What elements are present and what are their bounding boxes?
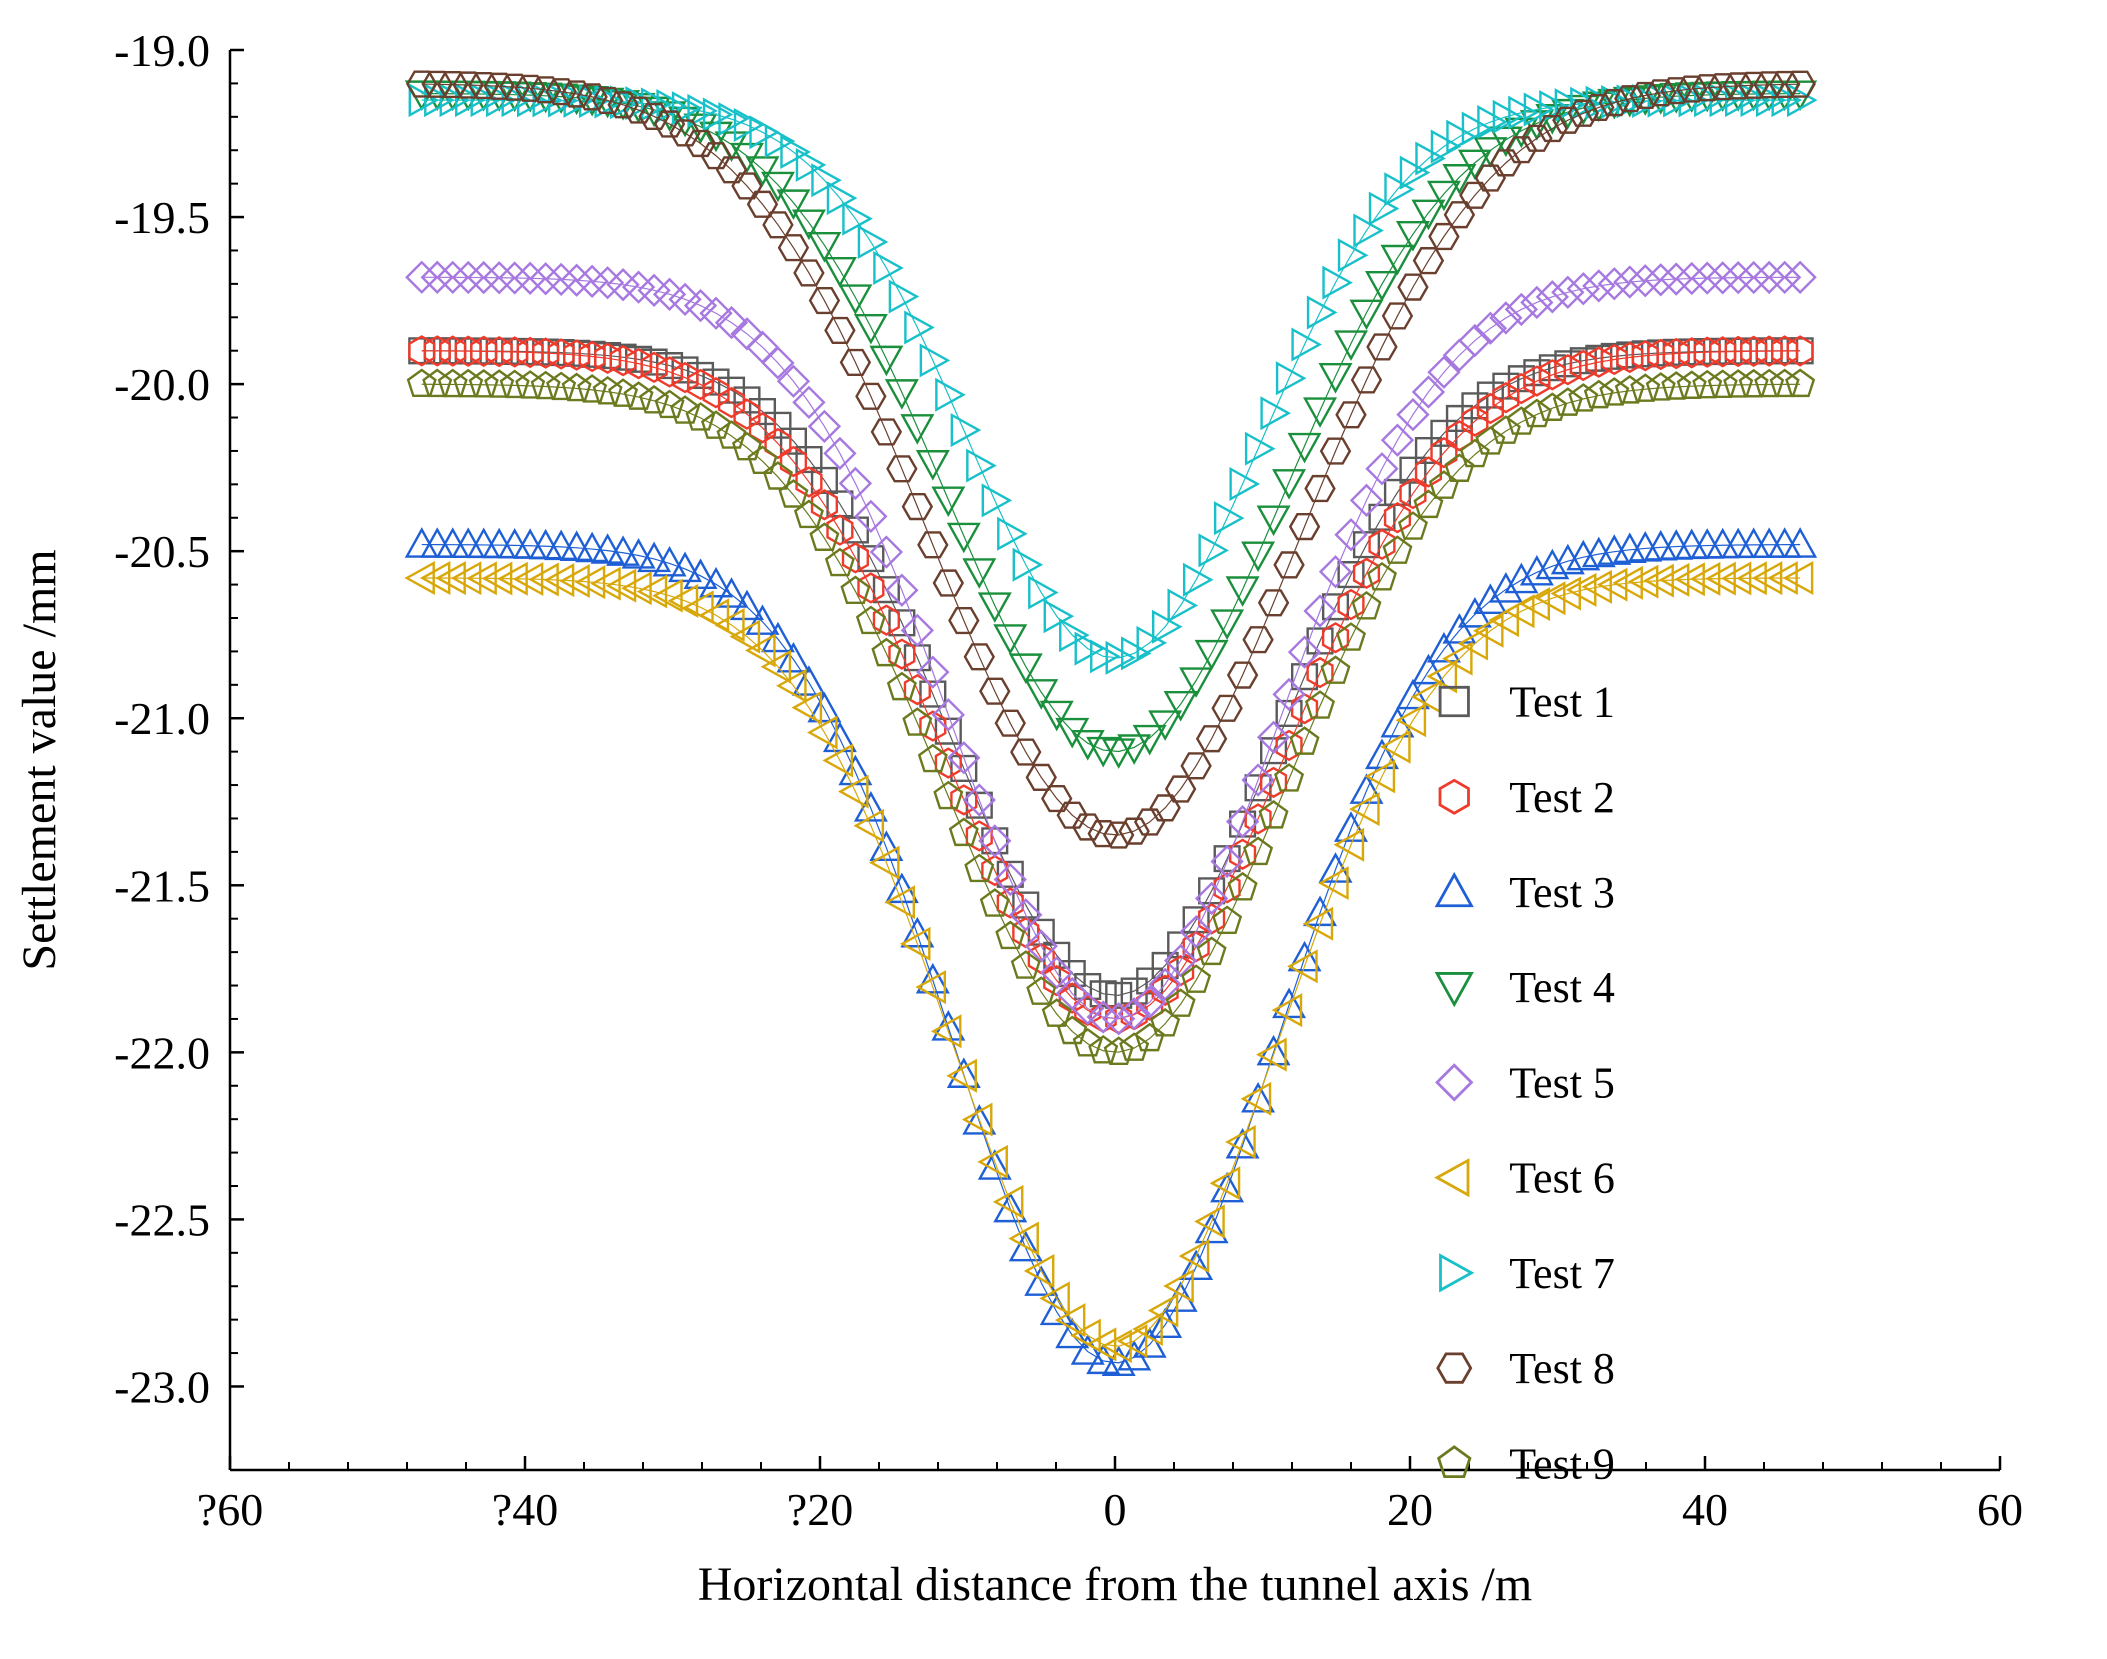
x-tick-label: 40 (1682, 1484, 1728, 1535)
legend-label: Test 2 (1509, 773, 1615, 822)
x-tick-label: 20 (1387, 1484, 1433, 1535)
x-tick-label: ?40 (492, 1484, 558, 1535)
legend-label: Test 1 (1509, 678, 1615, 727)
y-tick-label: -21.5 (114, 860, 210, 911)
y-tick-label: -21.0 (114, 693, 210, 744)
y-tick-label: -19.5 (114, 192, 210, 243)
x-tick-label: ?60 (197, 1484, 263, 1535)
legend-label: Test 4 (1509, 963, 1615, 1012)
x-axis-label: Horizontal distance from the tunnel axis… (698, 1558, 1532, 1611)
legend-label: Test 8 (1509, 1344, 1615, 1393)
y-tick-label: -23.0 (114, 1361, 210, 1412)
y-tick-label: -20.5 (114, 526, 210, 577)
legend-label: Test 7 (1509, 1249, 1615, 1298)
settlement-chart: ?60 ?40 ?20 0 20 40 60 Horizontal distance from… (0, 0, 2107, 1659)
y-tick-label: -22.5 (114, 1194, 210, 1245)
y-axis-label: Settlement value /mm (13, 549, 66, 970)
y-tick-label: -19.0 (114, 25, 210, 76)
x-tick-label: 0 (1104, 1484, 1127, 1535)
x-tick-label: ?20 (787, 1484, 853, 1535)
legend-label: Test 9 (1509, 1439, 1615, 1488)
y-tick-label: -20.0 (114, 359, 210, 410)
x-tick-label: 60 (1977, 1484, 2023, 1535)
legend-label: Test 5 (1509, 1058, 1615, 1107)
y-tick-label: -22.0 (114, 1027, 210, 1078)
legend-label: Test 6 (1509, 1154, 1615, 1203)
legend-label: Test 3 (1509, 868, 1615, 917)
